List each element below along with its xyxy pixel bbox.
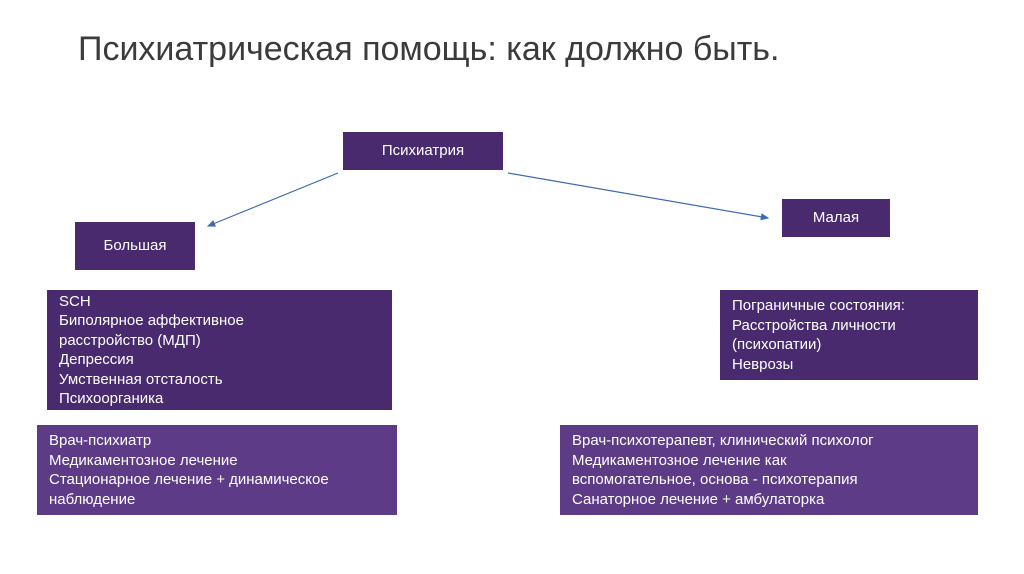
box-left-conditions-text: SCH Биполярное аффективное расстройство … <box>59 292 244 409</box>
box-right-conditions: Пограничные состояния: Расстройства личн… <box>720 290 978 380</box>
box-right-treatment: Врач-психотерапевт, клинический психолог… <box>560 425 978 515</box>
box-left-treatment: Врач-психиатр Медикаментозное лечение Ст… <box>37 425 397 515</box>
box-left-conditions: SCH Биполярное аффективное расстройство … <box>47 290 392 410</box>
arrow-right-line <box>508 173 768 218</box>
box-right-treatment-text: Врач-психотерапевт, клинический психолог… <box>572 431 874 509</box>
box-right-conditions-text: Пограничные состояния: Расстройства личн… <box>732 296 905 374</box>
box-left-treatment-text: Врач-психиатр Медикаментозное лечение Ст… <box>49 431 329 509</box>
